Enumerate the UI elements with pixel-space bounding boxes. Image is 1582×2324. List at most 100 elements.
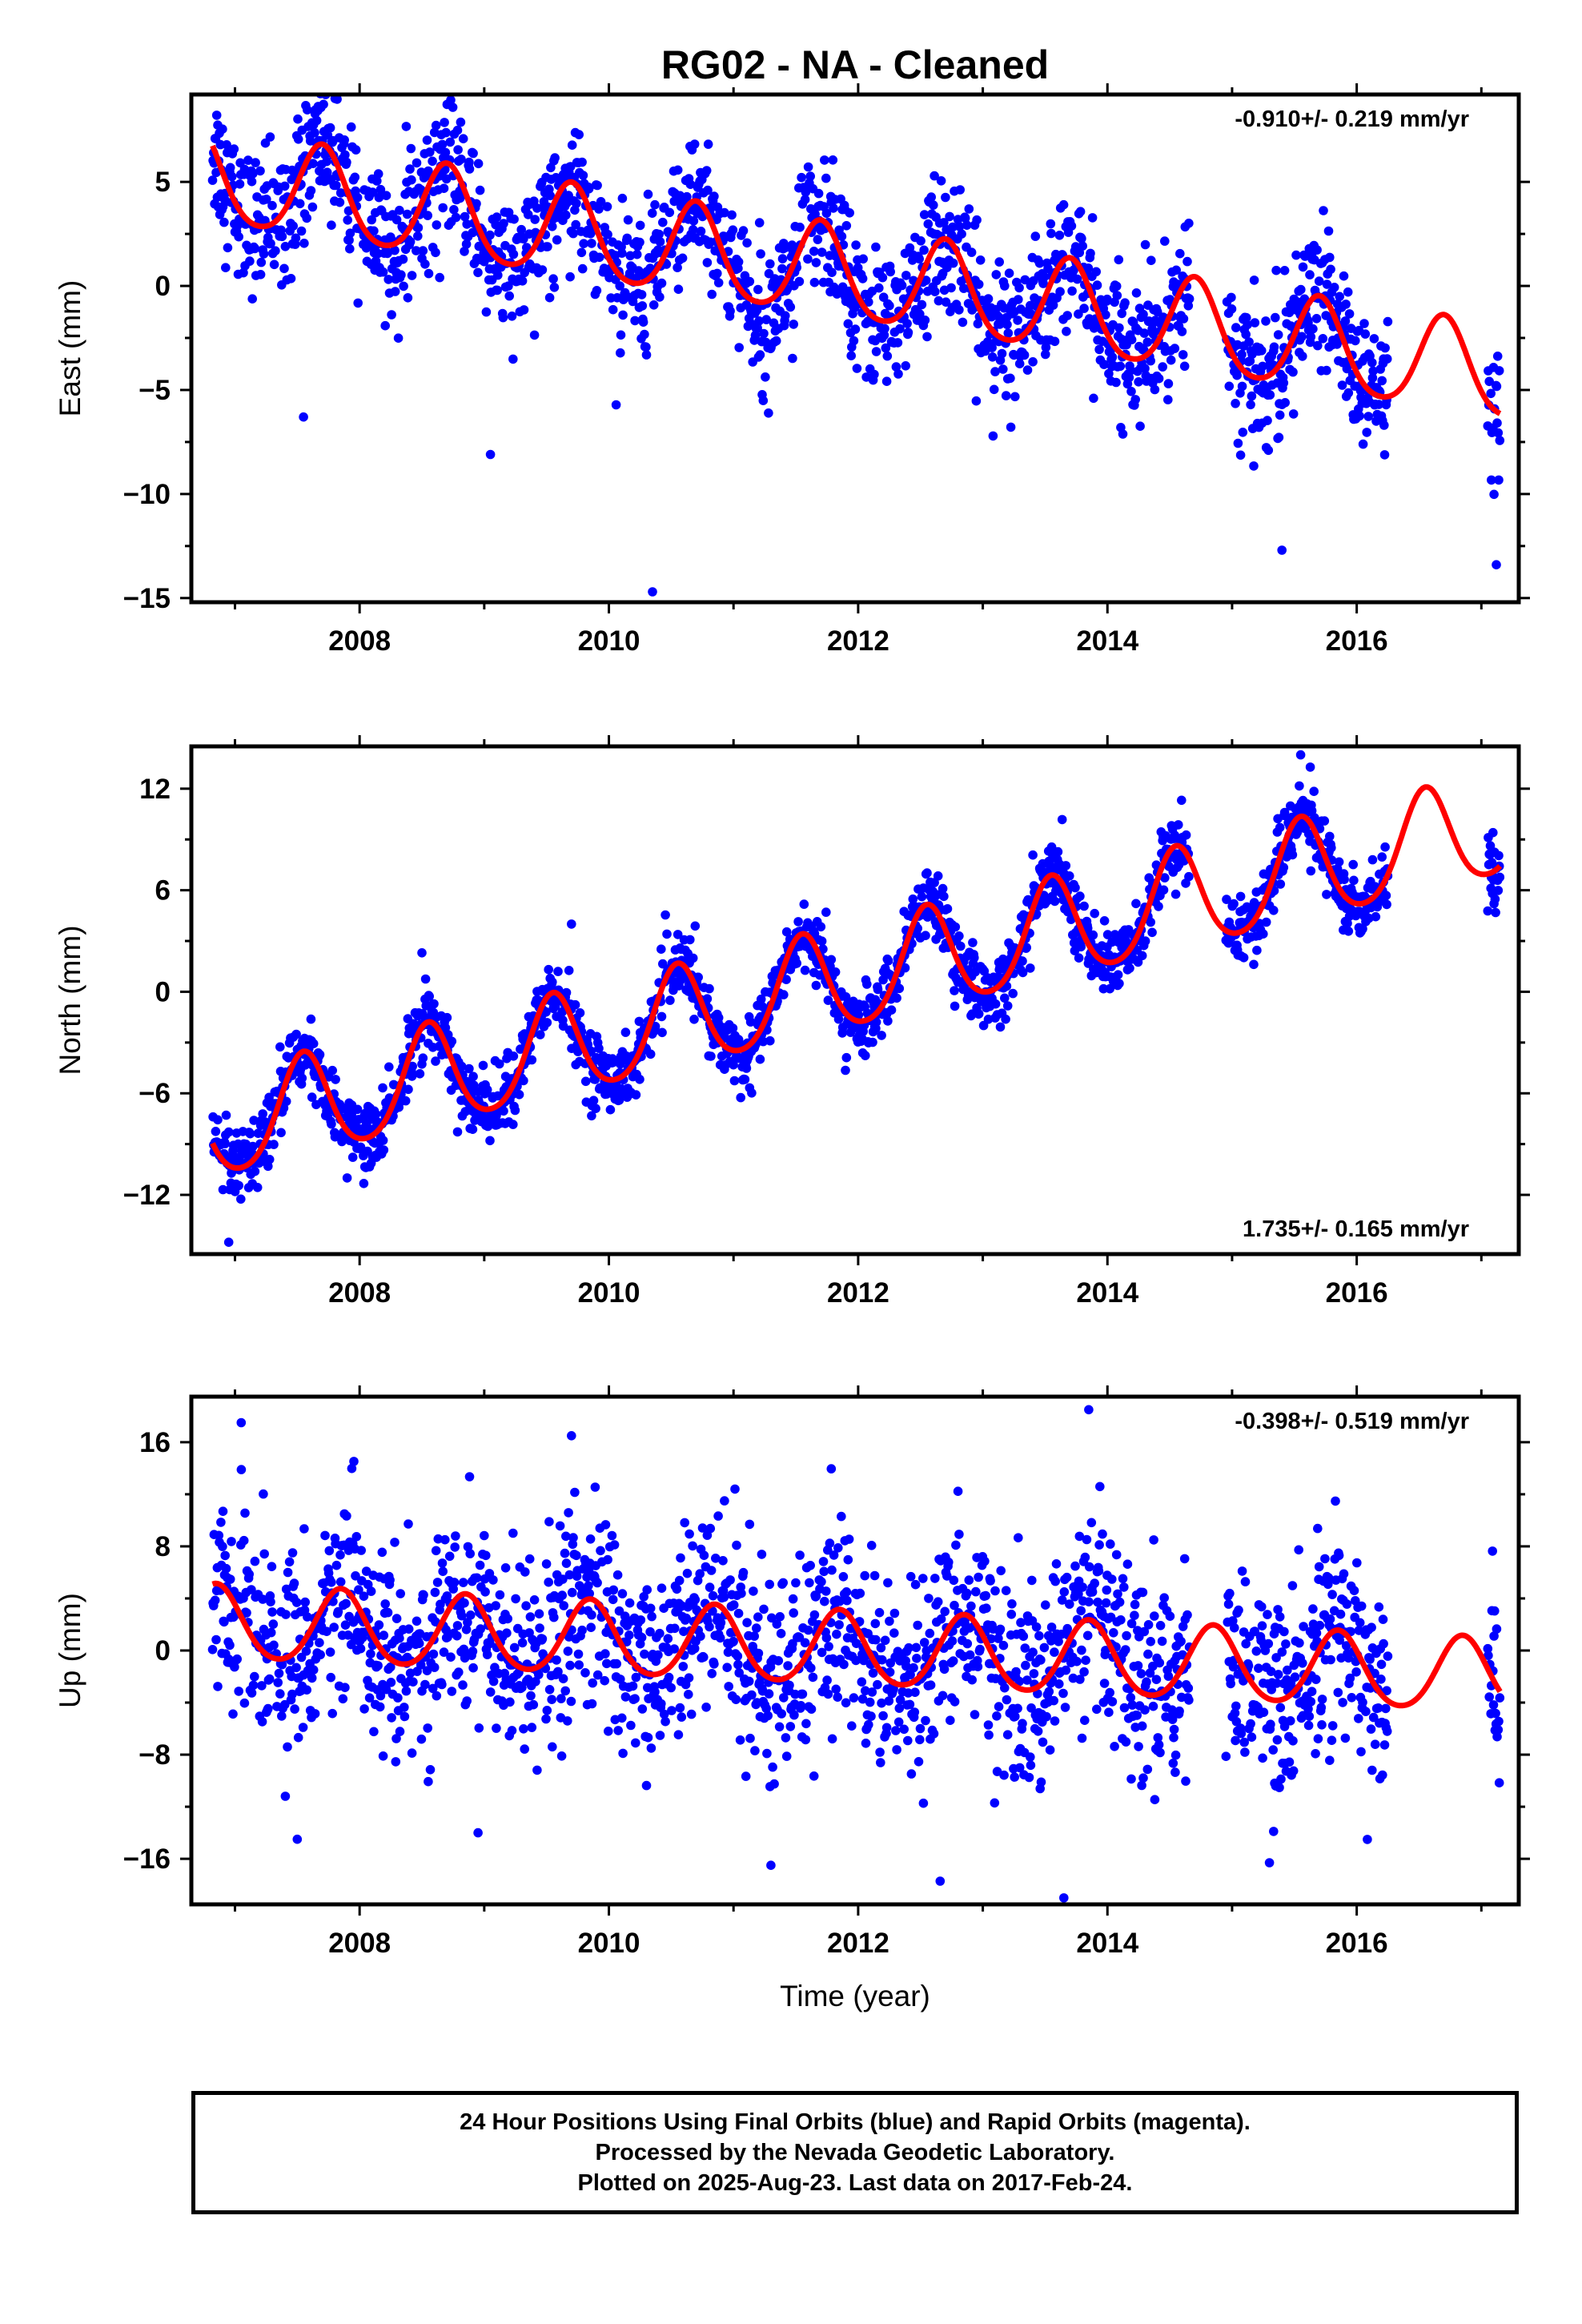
up-data-point [587, 1610, 596, 1620]
east-data-point [1171, 265, 1181, 275]
up-data-point [737, 1588, 746, 1598]
north-data-point [213, 1115, 223, 1125]
east-data-point [507, 312, 517, 321]
x-tick-label: 2010 [578, 1277, 640, 1309]
north-data-point [415, 1069, 425, 1079]
north-data-point [861, 1051, 870, 1060]
east-data-point [707, 289, 717, 300]
up-data-point [380, 1599, 391, 1609]
east-data-point [1237, 349, 1247, 360]
up-data-point [207, 1645, 218, 1655]
up-data-point [759, 1604, 769, 1614]
up-data-point [880, 1635, 890, 1646]
up-data-point [823, 1689, 833, 1699]
east-data-point [849, 336, 859, 346]
east-data-point [319, 99, 328, 110]
east-data-point [1083, 263, 1094, 273]
up-data-point [444, 1551, 455, 1562]
east-data-point [1067, 286, 1077, 296]
up-data-point [677, 1712, 687, 1722]
north-data-point [705, 983, 714, 994]
north-data-point [429, 999, 439, 1009]
north-data-point [1490, 894, 1500, 904]
up-data-point [438, 1566, 448, 1576]
up-data-point [500, 1563, 511, 1573]
east-data-point [1344, 309, 1355, 319]
up-data-point [247, 1688, 257, 1698]
east-data-point [688, 225, 698, 235]
up-data-point [429, 1663, 440, 1672]
north-data-point [236, 1194, 246, 1204]
x-tick-label: 2008 [328, 625, 391, 657]
north-data-point [1381, 891, 1391, 900]
east-data-point [813, 235, 823, 244]
north-data-point [588, 1096, 599, 1105]
up-data-point [675, 1703, 685, 1713]
up-data-point [745, 1733, 755, 1743]
east-data-point [745, 276, 755, 287]
up-data-point [664, 1672, 674, 1683]
east-data-point [1111, 377, 1121, 388]
up-data-point [291, 1663, 301, 1673]
east-data-point [305, 136, 315, 146]
north-data-point [706, 1051, 716, 1061]
east-data-point [265, 132, 275, 142]
east-data-point [1367, 358, 1377, 368]
east-data-point [821, 208, 832, 219]
east-data-point [858, 254, 868, 264]
north-data-point [685, 935, 695, 945]
east-data-point [256, 257, 267, 267]
up-data-point [624, 1598, 635, 1608]
north-data-point [811, 980, 821, 991]
east-data-point [871, 242, 881, 252]
east-data-point [367, 187, 378, 197]
east-data-point [1494, 366, 1504, 376]
east-data-point [881, 343, 891, 353]
east-data-point [367, 215, 377, 225]
up-data-point [386, 1678, 396, 1687]
up-data-point [520, 1567, 530, 1577]
north-data-point [793, 917, 803, 927]
up-data-point [542, 1706, 552, 1715]
up-data-point [432, 1578, 443, 1587]
up-data-point [801, 1735, 811, 1745]
up-data-point [263, 1703, 273, 1714]
up-data-point [391, 1734, 401, 1743]
north-data-point [990, 999, 1001, 1009]
east-data-point [1487, 475, 1496, 485]
east-data-point [1492, 381, 1502, 392]
north-data-point [886, 1005, 897, 1015]
up-data-point [590, 1482, 600, 1492]
east-outlier-point [1277, 545, 1287, 555]
up-data-point [269, 1640, 279, 1651]
up-data-point [753, 1648, 764, 1659]
east-data-point [998, 364, 1008, 374]
north-data-point [826, 955, 837, 965]
up-data-point [374, 1620, 384, 1630]
north-data-point [631, 1090, 641, 1100]
up-data-point [866, 1711, 876, 1721]
up-data-point [454, 1667, 464, 1677]
east-data-point [1062, 311, 1072, 320]
y-tick-label: 6 [155, 875, 171, 907]
north-data-point [728, 1023, 738, 1033]
up-data-point [866, 1541, 877, 1550]
east-data-point [755, 350, 765, 360]
north-data-point [781, 927, 792, 937]
up-data-point [763, 1711, 773, 1721]
up-data-point [544, 1685, 555, 1695]
up-data-point [636, 1632, 647, 1642]
east-data-point [262, 195, 271, 204]
east-data-point [647, 208, 657, 219]
up-data-point [391, 1614, 402, 1623]
east-data-point [327, 220, 336, 231]
north-points [208, 750, 1505, 1247]
east-data-point [288, 221, 299, 231]
east-data-point [635, 220, 645, 231]
east-data-point [828, 155, 838, 165]
east-data-point [413, 231, 423, 241]
east-data-point [473, 267, 483, 278]
north-data-point [352, 1104, 363, 1115]
east-data-point [1124, 372, 1134, 383]
north-data-point [1057, 814, 1067, 825]
